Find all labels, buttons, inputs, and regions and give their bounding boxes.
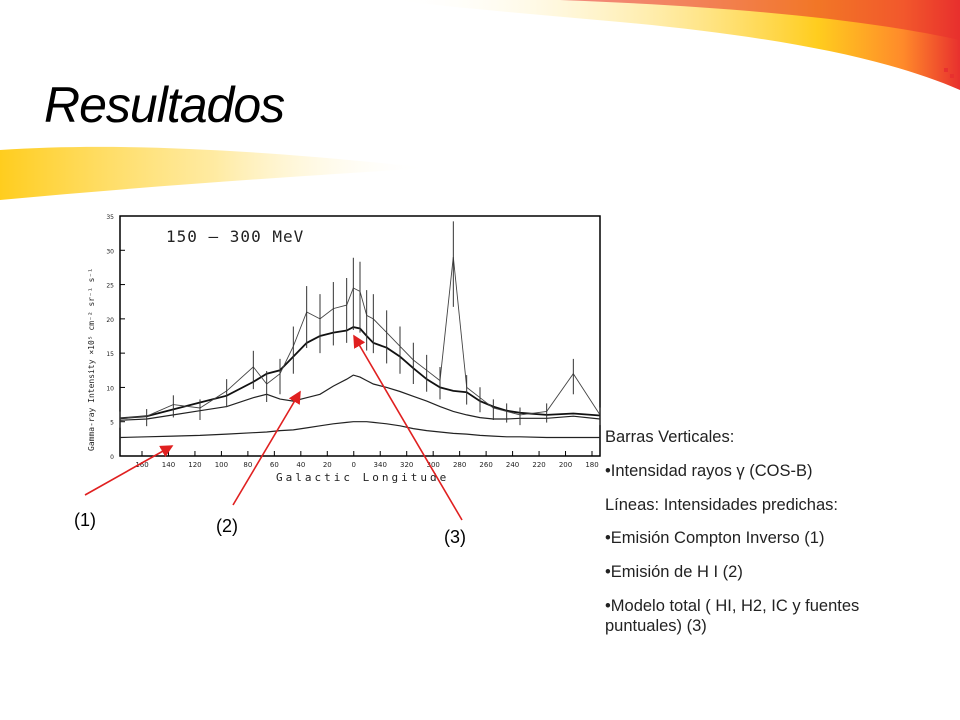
- note-lines-heading: Líneas: Intensidades predichas:: [605, 495, 838, 514]
- callout-label-2: (2): [216, 516, 238, 536]
- callout-label-1: (1): [74, 510, 96, 530]
- y-tick-label: 30: [106, 248, 114, 255]
- series-inverse-compton-line: [119, 421, 600, 439]
- y-tick-label: 20: [106, 317, 114, 324]
- slide-title: Resultados: [44, 77, 285, 133]
- note-inverse-compton: •Emisión Compton Inverso (1): [605, 529, 825, 548]
- x-tick-label: 120: [188, 461, 201, 469]
- x-tick-label: 0: [352, 461, 356, 469]
- note-hi-emission: •Emisión de H I (2): [605, 563, 743, 582]
- x-tick-label: 20: [323, 461, 332, 469]
- series-lines: [119, 221, 601, 439]
- energy-range-label: 150 – 300 MeV: [166, 227, 304, 246]
- x-tick-label: 40: [296, 461, 305, 469]
- y-tick-label: 35: [106, 214, 114, 221]
- note-vertical-bars-heading: Barras Verticales:: [605, 428, 735, 446]
- callout-label-3: (3): [444, 527, 466, 547]
- x-tick-label: 240: [506, 461, 519, 469]
- x-axis-label: Galactic Longitude: [276, 471, 449, 484]
- legend-notes: Barras Verticales: •Intensidad rayos γ (…: [605, 428, 905, 651]
- y-tick-label: 10: [106, 385, 114, 392]
- x-tick-label: 320: [400, 461, 413, 469]
- x-tick-label: 140: [162, 461, 175, 469]
- x-tick-label: 220: [532, 461, 545, 469]
- y-tick-label: 15: [106, 351, 114, 358]
- x-tick-label: 260: [479, 461, 492, 469]
- y-axis: 0 5 10 15 20 25 30 35: [106, 214, 125, 461]
- x-tick-label: 200: [559, 461, 572, 469]
- x-tick-label: 280: [453, 461, 466, 469]
- note-total-model: •Modelo total ( HI, H2, IC y fuentes pun…: [605, 596, 860, 635]
- x-tick-label: 160: [135, 461, 148, 469]
- y-tick-label: 5: [110, 420, 114, 427]
- x-axis: 160 140 120 100 80 60 40 20 0 340 320 300 280 260 240 2…: [135, 451, 599, 469]
- note-cos-b-intensity: •Intensidad rayos γ (COS-B): [605, 461, 813, 480]
- y-tick-label: 25: [106, 283, 114, 290]
- series-total-model-line: [119, 326, 601, 420]
- x-tick-label: 180: [585, 461, 598, 469]
- y-tick-label: 0: [110, 454, 114, 461]
- gamma-ray-longitude-profile-chart: 150 – 300 MeV Galactic Longitude Gamma-r…: [87, 214, 601, 484]
- plot-frame: [119, 215, 601, 457]
- x-tick-label: 340: [374, 461, 387, 469]
- y-axis-label: Gamma-ray Intensity ×10⁵ cm⁻² sr⁻¹ s⁻¹: [87, 268, 96, 451]
- x-tick-label: 80: [243, 461, 252, 469]
- x-tick-label: 100: [215, 461, 228, 469]
- x-tick-label: 60: [270, 461, 279, 469]
- x-tick-label: 300: [426, 461, 439, 469]
